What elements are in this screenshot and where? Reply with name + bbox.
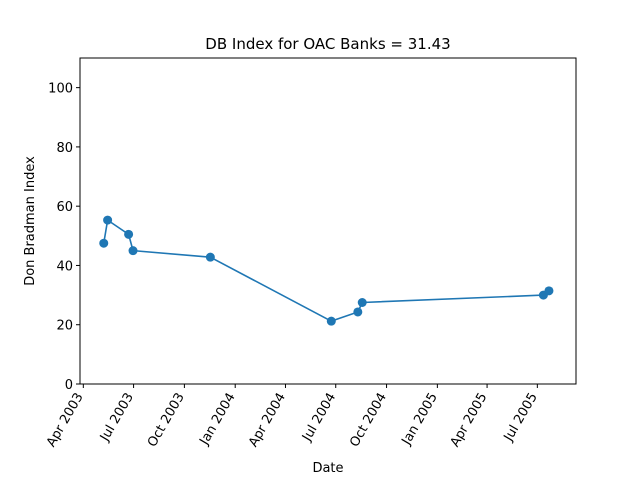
chart-title: DB Index for OAC Banks = 31.43	[205, 35, 450, 53]
y-tick-label: 0	[65, 378, 73, 393]
data-point	[99, 238, 109, 248]
series-line	[102, 219, 550, 322]
plot-background	[80, 58, 576, 384]
data-point	[103, 215, 113, 225]
plot-frame	[79, 57, 577, 385]
data-point	[326, 316, 336, 326]
data-point	[357, 298, 367, 307]
y-tick-label: 20	[56, 319, 73, 334]
y-tick-label: 60	[56, 200, 73, 215]
data-point	[128, 246, 138, 256]
y-tick-label: 40	[56, 259, 73, 274]
y-axis: 0 20 40 60 80 100	[48, 82, 80, 393]
y-tick-label: 80	[56, 141, 73, 156]
plot-area	[80, 58, 576, 384]
y-axis-label: Don Bradman Index	[23, 156, 38, 286]
data-point	[544, 286, 554, 296]
x-axis-label: Date	[312, 461, 343, 476]
data-point	[205, 252, 215, 262]
data-point	[353, 307, 363, 317]
y-tick-label: 100	[48, 82, 73, 97]
data-point	[124, 229, 134, 239]
series-layer	[99, 215, 554, 326]
